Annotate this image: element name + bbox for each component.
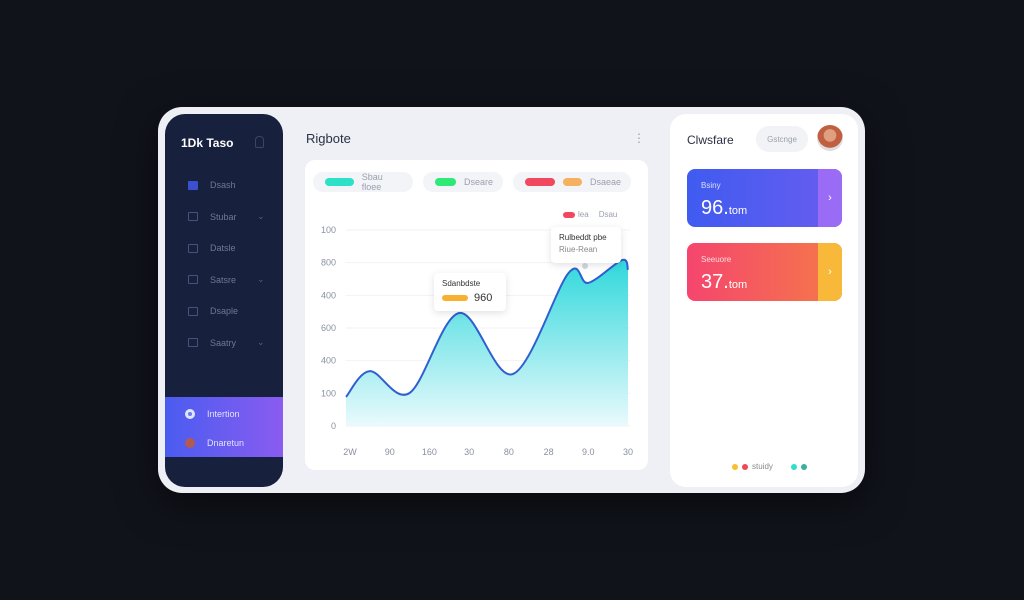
sidebar: 1Dk Taso Dsash Stubar ⌄ Datsle Satsre ⌄ Dsaple…	[165, 114, 283, 487]
pill-label: Sbau floee	[361, 172, 383, 192]
sidebar-item[interactable]: Dsash	[165, 175, 283, 195]
chevron-down-icon: ⌄	[257, 274, 265, 284]
avatar	[185, 437, 195, 448]
x-tick-label: 30	[623, 447, 633, 457]
chart-legend: lea Dsau	[563, 210, 617, 219]
stat-value: 37.	[701, 271, 729, 293]
x-tick-label: 9.0	[582, 447, 595, 457]
stat-value: 96.	[701, 197, 729, 219]
sidebar-item-label: Dsash	[210, 180, 236, 190]
tooltip-title: Sdanbdste	[442, 279, 481, 288]
chevron-right-icon[interactable]: ›	[818, 243, 842, 301]
brand-logo: 1Dk Taso	[181, 136, 234, 150]
x-tick-label: 80	[504, 447, 514, 457]
promo-item-intertion[interactable]: Intertion	[165, 401, 283, 426]
menu-icon	[188, 243, 198, 253]
x-tick-label: 90	[385, 447, 395, 457]
pill-label: Dseare	[463, 177, 493, 187]
legend-label: Dsau	[598, 210, 618, 219]
menu-icon	[188, 275, 198, 284]
y-tick-label: 600	[321, 323, 336, 333]
sidebar-item-label: Satsre	[210, 274, 237, 285]
hover-marker	[582, 263, 588, 269]
menu-icon	[188, 306, 198, 316]
stat-label: Bsiny	[701, 181, 721, 190]
legend-label: lea	[578, 210, 589, 219]
area-fill	[346, 259, 628, 426]
filter-pill-1[interactable]: Sbau floee	[313, 172, 413, 192]
menu-icon	[188, 180, 198, 190]
sidebar-item-label: Stubar	[210, 211, 237, 222]
y-tick-label: 100	[321, 388, 336, 398]
series-line	[345, 258, 629, 398]
bell-icon[interactable]	[255, 136, 264, 148]
tooltip-title: Rulbeddt pbe	[559, 233, 607, 242]
y-tick-label: 0	[331, 421, 336, 431]
panel-button[interactable]: Gstcnge	[756, 126, 808, 152]
y-tick-label: 400	[321, 356, 336, 366]
stat-unit: tom	[728, 279, 748, 291]
filter-pill-3[interactable]: Dsaeae	[513, 172, 631, 192]
circle-icon	[185, 408, 195, 419]
x-tick-label: 28	[544, 447, 554, 457]
chevron-right-icon[interactable]: ›	[818, 169, 842, 227]
chevron-down-icon: ⌄	[257, 211, 265, 221]
menu-icon	[188, 338, 198, 347]
stat-unit: tom	[728, 205, 748, 217]
swatch	[325, 178, 354, 186]
tooltip-sub: Riue-Rean	[559, 245, 598, 254]
y-tick-label: 800	[321, 258, 336, 268]
sidebar-item[interactable]: Saatry ⌄	[165, 333, 283, 353]
x-tick-label: 30	[464, 447, 474, 457]
stat-card-1[interactable]: Bsiny 96.tom ›	[687, 169, 842, 227]
menu-icon	[188, 212, 198, 221]
filter-pill-2[interactable]: Dseare	[423, 172, 503, 192]
sidebar-item[interactable]: Dsaple	[165, 301, 283, 321]
x-tick-label: 2W	[343, 447, 357, 457]
x-tick-label: 160	[422, 447, 437, 457]
tooltip-value: 960	[474, 292, 493, 304]
promo-section: Intertion Dnaretun	[165, 397, 283, 457]
swatch	[525, 178, 556, 186]
sidebar-item[interactable]: Datsle	[165, 238, 283, 258]
tooltip-peak: Rulbeddt pbe Riue-Rean	[551, 227, 621, 263]
more-icon[interactable]: ⋮	[633, 131, 645, 145]
sidebar-item-label: Datsle	[210, 243, 236, 253]
swatch	[563, 178, 582, 186]
swatch	[435, 178, 456, 186]
chevron-down-icon: ⌄	[257, 337, 265, 347]
avatar[interactable]	[817, 125, 843, 151]
promo-item-user[interactable]: Dnaretun	[165, 430, 283, 455]
y-tick-label: 100	[321, 225, 336, 235]
stat-label: Seeuore	[701, 255, 732, 264]
promo-label: Intertion	[207, 408, 240, 419]
stat-card-2[interactable]: Seeuore 37.tom ›	[687, 243, 842, 301]
donut-legend: stuidy	[732, 462, 807, 471]
panel-title: Clwsfare	[687, 133, 734, 147]
promo-label: Dnaretun	[207, 437, 245, 448]
sidebar-item-label: Saatry	[210, 337, 237, 348]
legend-label: stuidy	[752, 462, 773, 471]
tooltip-point: Sdanbdste 960	[434, 273, 506, 311]
sidebar-item[interactable]: Stubar ⌄	[165, 207, 283, 227]
right-panel: Clwsfare Gstcnge Bsiny 96.tom › Seeuore 37.…	[670, 114, 858, 487]
y-tick-label: 400	[321, 290, 336, 300]
page-title: Rigbote	[306, 131, 351, 146]
sidebar-item[interactable]: Satsre ⌄	[165, 270, 283, 290]
pill-label: Dsaeae	[589, 177, 621, 187]
sidebar-item-label: Dsaple	[210, 306, 239, 316]
